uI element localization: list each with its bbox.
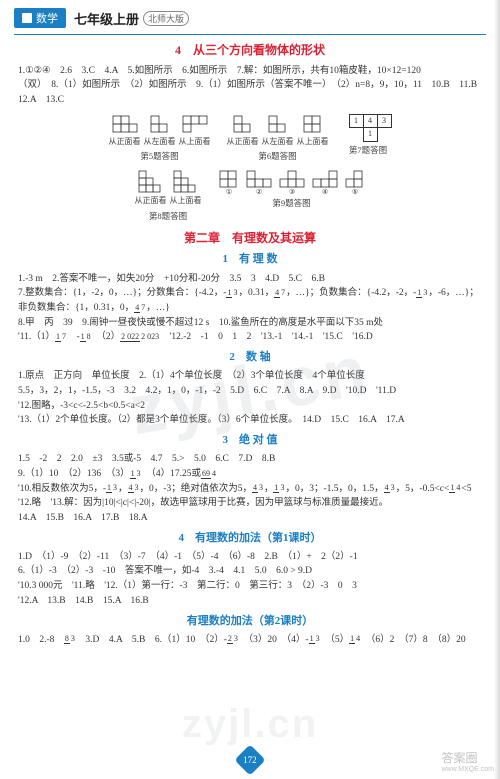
edition-text: 北师大版 xyxy=(143,11,189,26)
ch2-title: 第二章 有理数及其运算 xyxy=(18,229,482,248)
sub1-l1: 1.-3 m 2.答案不唯一，如失20分 +10分和-20分 3.5 3 4.D… xyxy=(18,272,482,287)
page-header: 数学 七年级上册 北师大版 xyxy=(0,0,500,32)
sub3-l2: 9.（1）10 （2）136 （3）13 （4）17.25或694 xyxy=(18,467,482,482)
fig5-label: 第5题答图 xyxy=(140,150,178,163)
header-rule xyxy=(14,34,486,35)
fig9-3: ③ xyxy=(278,169,306,195)
sub1-l3: 8.甲 丙 39 9.闹钟一昼夜快或慢不超过12 s 10.鲨鱼所在的高度是水平… xyxy=(18,316,482,331)
sub3-l3: '10.相反数依次为5，-13，43，0，-3；绝对值依次为5，43，13，0，… xyxy=(18,482,482,511)
sub1-l4: '11.（1）17 -18 （2）2 0222 023 '12.-2 -1 0 … xyxy=(18,330,482,345)
sub1-l2: 7.整数集合：{1，-2，0，…}；分数集合：{-4.2，-13，0.31，47… xyxy=(18,286,482,315)
sub4a-l1: 1.D （1）-9 （2）-11 （3）-7 （4）-1 （5）-4 （6）-8… xyxy=(18,550,482,565)
svg-text:④: ④ xyxy=(321,188,327,195)
fig7-table: 143 1 xyxy=(349,114,392,142)
sub3-l1: 1.5 -2 2 2.0 ±3 3.5或-5 4.7 5.> 5.0 6.C 7… xyxy=(18,452,482,467)
fig5: 从正面看 从左面看 从上面看 第5题答图 xyxy=(109,114,211,164)
fig6-label: 第6题答图 xyxy=(258,150,296,163)
fig8: 从正面看 从上面看 第8题答图 xyxy=(135,169,202,223)
page-number: 172 xyxy=(239,749,261,771)
sub4a-l4: '12.A 13.B 14.B 15.A 16.B xyxy=(18,594,482,609)
side-shadow xyxy=(494,0,500,779)
badge-icon xyxy=(22,13,32,23)
fig9-2: ② xyxy=(245,169,273,195)
sub2-l4: '13.（1）2个单位长度。（2）都是3个单位长度。（3）6个单位长度。 14.… xyxy=(18,413,482,428)
fig9-1: ① xyxy=(218,169,240,195)
sub1-title: 1 有 理 数 xyxy=(18,251,482,268)
sub2-l1: 1.原点 正方向 单位长度 2.（1）4个单位长度 （2）3个单位长度 4个单位… xyxy=(18,369,482,384)
fig7: 143 1 第7题答图 xyxy=(345,114,392,164)
sec4-title: 4 从三个方向看物体的形状 xyxy=(18,41,482,60)
sub2-l2: 5.5，3，2，1，-1.5，-3 3.2 4.2，1，0，-1，-2 5.D … xyxy=(18,384,482,399)
content-area: 4 从三个方向看物体的形状 1.①②④ 2.6 3.C 4.A 5.如图所示 6… xyxy=(0,41,500,647)
subject-badge: 数学 xyxy=(14,8,66,28)
v-front: 从正面看 xyxy=(109,136,141,148)
sec4-line1: 1.①②④ 2.6 3.C 4.A 5.如图所示 6.如图所示 7.解：如图所示… xyxy=(18,64,482,79)
sub3-l4: 14.A 15.B 16.A 17.B 18.A xyxy=(18,511,482,526)
fig7-label: 第7题答图 xyxy=(349,144,387,157)
sub4b-l1: 1.0 2.-8 83 3.D 4.A 5.B 6.（1）10 （2）-23 （… xyxy=(18,633,482,648)
v-top: 从上面看 xyxy=(179,136,211,148)
svg-text:⑤: ⑤ xyxy=(351,188,357,195)
svg-text:①: ① xyxy=(225,188,231,195)
svg-text:③: ③ xyxy=(288,188,294,195)
fig9-5: ⑤ xyxy=(344,169,366,195)
sub3-title: 3 绝 对 值 xyxy=(18,432,482,449)
fig8-label: 第8题答图 xyxy=(149,210,187,223)
v-left: 从左面看 xyxy=(144,136,176,148)
sec4-line2: （双） 8.（1）如图所示 （2）如图所示 9.（1）如图所示（答案不唯一） （… xyxy=(18,78,482,107)
subject-text: 数学 xyxy=(36,10,58,26)
sub2-title: 2 数 轴 xyxy=(18,349,482,366)
svg-text:②: ② xyxy=(255,188,261,195)
corner-brand: 答案圈 www.MXQE.com xyxy=(441,749,494,773)
sub2-l3: '12.图略，-3<c<-2.5<b<0.5<a<2 xyxy=(18,399,482,414)
fig9: ① ② ③ ④ ⑤ 第9题答图 xyxy=(218,169,366,223)
watermark2: zyjl.cn xyxy=(182,702,318,747)
figs-row-1: 从正面看 从左面看 从上面看 第5题答图 从正面看 从左面看 从上面看 第6题答… xyxy=(18,114,482,164)
sub4a-l2: 6.（1）-3 （2）-3 -10 答案不唯一，如-4 3.-4 4.1 5.0… xyxy=(18,564,482,579)
fig9-label: 第9题答图 xyxy=(272,197,310,210)
sub4a-title: 4 有理数的加法（第1课时） xyxy=(18,530,482,547)
fig9-4: ④ xyxy=(311,169,339,195)
sub4b-title: 有理数的加法（第2课时） xyxy=(18,613,482,630)
figs-row-2: 从正面看 从上面看 第8题答图 ① ② ③ ④ ⑤ 第9题答图 xyxy=(18,169,482,223)
sub4a-l3: '10.3 000元 '11.略 '12.（1）第一行：-3 第二行：0 第三行… xyxy=(18,579,482,594)
grade-text: 七年级上册 xyxy=(74,9,139,28)
fig6: 从正面看 从左面看 从上面看 第6题答图 xyxy=(227,114,329,164)
